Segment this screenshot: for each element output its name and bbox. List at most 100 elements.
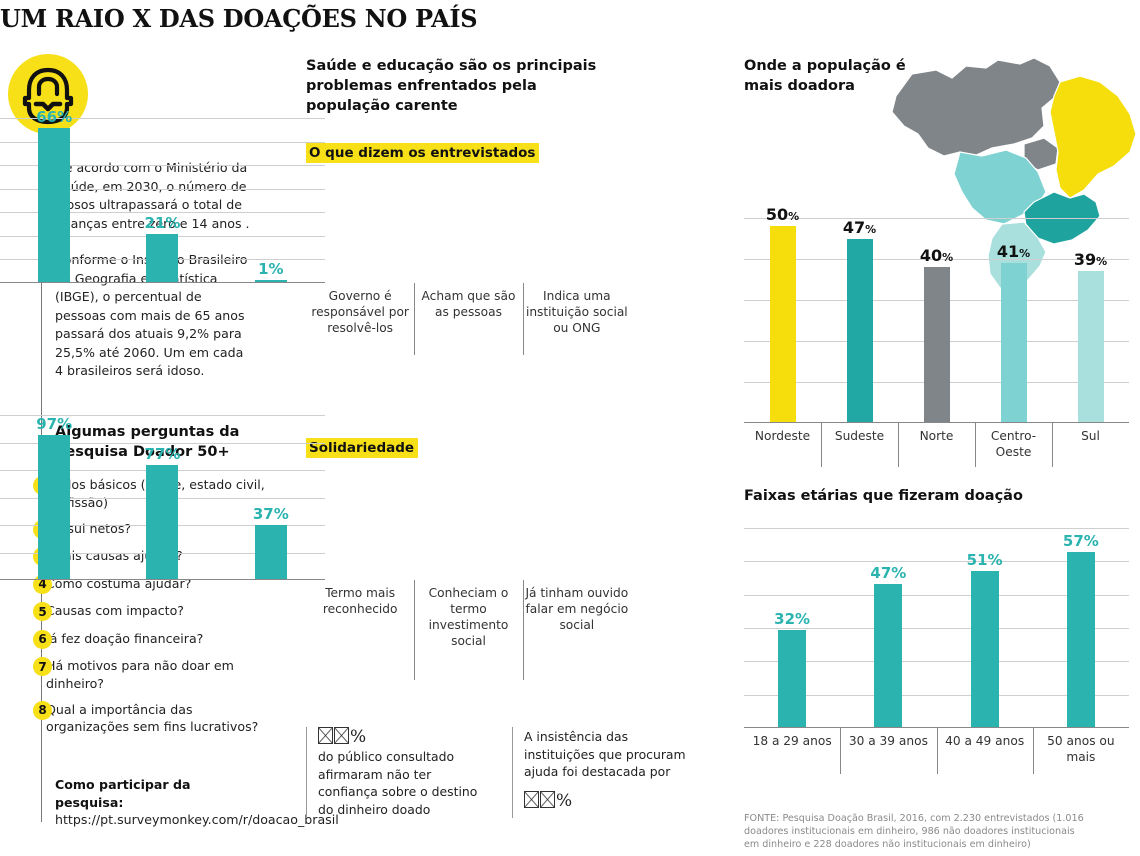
map-region-nordeste [1049, 75, 1137, 199]
bar-slot: 41% [975, 218, 1052, 423]
map-headline: Onde a população é mais doadora [744, 58, 906, 94]
note-confianca: % do público consultado afirmaram não te… [306, 727, 488, 818]
tag-solidariedade: Solidariedade [306, 438, 419, 458]
percent-sign: % [556, 790, 573, 811]
gridline [0, 118, 325, 119]
x-axis-label: Nordeste [754, 429, 811, 443]
intro-paragraph-2: Conforme o Instituto Brasileiro de Geogr… [55, 252, 248, 378]
bar-slot: 66% [0, 108, 108, 283]
note-tofu-percent: % [524, 790, 694, 811]
gridline [0, 212, 325, 214]
tag-o-que-dizem-os-entrevistados: O que dizem os entrevistados [306, 143, 540, 163]
gridline [744, 528, 1129, 529]
gridline [0, 165, 325, 167]
missing-glyph-box-icon [318, 727, 333, 744]
x-axis-label: Já tinham ouvido falar em negócio social [522, 580, 631, 680]
bar-value-label: 1% [258, 260, 284, 279]
bar-value-label: 21% [144, 213, 181, 232]
bar-value-label: 41% [996, 242, 1031, 262]
question-text: Já fez doação financeira? [46, 630, 204, 646]
bar-slot: 32% [744, 528, 840, 728]
bar-value-label: 66% [36, 107, 73, 126]
bar-value-label: 97% [36, 414, 73, 433]
bar: 97% [36, 415, 72, 580]
bar-value-label: 47% [842, 217, 877, 237]
missing-glyph-box-icon [540, 790, 555, 808]
bar: 37% [253, 505, 289, 580]
questions-heading: Algumas perguntas da pesquisa Doador 50+ [55, 424, 240, 460]
gridlines [744, 528, 1129, 728]
xlabels-solidariedade: Termo mais reconhecido Conheciam o termo… [306, 580, 631, 680]
bar-slot: 77% [108, 415, 216, 580]
bars-container: 32% 47% 51% 57% [744, 528, 1129, 728]
bar: 51% [967, 551, 1003, 728]
x-axis-label: Acham que são as pessoas [414, 283, 522, 355]
xlabels-faixas: 18 a 29 anos 30 a 39 anos 40 a 49 anos 5… [744, 728, 1129, 774]
bar-value-label: 37% [252, 504, 289, 523]
gridline [744, 594, 1129, 596]
bar-value-label: 39% [1073, 250, 1108, 270]
chart-regioes: 50% 47% 40% 41% 39% [744, 205, 1129, 423]
percent-sign: % [350, 727, 367, 747]
chart-entrevistados: 66% 21% 1% [0, 108, 325, 283]
bar-value-label: 32% [774, 610, 811, 628]
question-number-badge: 7 [33, 657, 52, 676]
intro-paragraph-1: De acordo com o Ministério da Saúde, em … [55, 160, 250, 231]
bar-slot: 40% [898, 218, 975, 423]
participate-label: Como participar da pesquisa: [55, 777, 191, 810]
participate-block: Como participar da pesquisa: https://pt.… [55, 776, 339, 829]
bar: 41% [997, 242, 1030, 423]
bar-slot: 47% [840, 528, 936, 728]
bar-value-label: 51% [966, 551, 1003, 569]
bar-slot: 97% [0, 415, 108, 580]
question-text: Causas com impacto? [46, 603, 184, 618]
tag-solidariedade-wrap: Solidariedade [306, 437, 419, 458]
gridline [744, 661, 1129, 663]
xlabels-entrevistados: Governo é responsável por resolvê-los Ac… [306, 283, 631, 355]
bar: 21% [145, 214, 180, 283]
question-number-badge: 5 [33, 602, 52, 621]
x-axis-label: Sul [1052, 423, 1129, 467]
x-axis-label: 50 anos ou mais [1032, 728, 1129, 774]
list-item: 7 Há motivos para não doar em dinheiro? [20, 657, 275, 692]
bar: 77% [145, 445, 180, 580]
page-title: UM RAIO X DAS DOAÇÕES NO PAÍS [0, 4, 478, 33]
bar-slot: 37% [217, 415, 325, 580]
bar-value-label: 40% [919, 246, 954, 266]
bar: 66% [36, 108, 72, 283]
list-item: 8 Qual a importância das organizações se… [20, 700, 275, 736]
chart-solidariedade: 97% 77% 37% [0, 415, 325, 580]
note-tofu-percent: % [318, 727, 488, 747]
missing-glyph-box-icon [334, 727, 349, 744]
elderly-person-head-icon [8, 54, 88, 134]
x-axis-label: Centro-Oeste [975, 423, 1052, 467]
bottom-notes-row: % do público consultado afirmaram não te… [306, 727, 696, 818]
bar-value-label: 50% [765, 205, 800, 225]
middle-headline: Saúde e educação são os principais probl… [306, 58, 597, 114]
list-item: 5 Causas com impacto? [20, 602, 275, 621]
x-axis [744, 422, 1129, 423]
bar: 47% [870, 564, 906, 728]
chart-faixas: 32% 47% 51% 57% [744, 528, 1129, 728]
question-number-badge: 8 [33, 700, 52, 720]
gridline [744, 561, 1129, 563]
bar-slot: 47% [821, 218, 898, 423]
x-axis-label: Indica uma instituição social ou ONG [522, 283, 631, 355]
gridline [0, 188, 325, 190]
bar-slot: 39% [1052, 218, 1129, 423]
question-number-badge: 6 [33, 629, 52, 649]
x-axis-label: Termo mais reconhecido [322, 586, 398, 616]
gridline [0, 415, 325, 416]
x-axis-label: Governo é responsável por resolvê-los [311, 289, 409, 335]
middle-column: Saúde e educação são os principais probl… [306, 56, 696, 856]
bars-container: 66% 21% 1% [0, 108, 325, 283]
note-body: A insistência das instituições que procu… [524, 729, 686, 779]
question-text: Há motivos para não doar em dinheiro? [46, 658, 234, 691]
bar-value-label: 77% [144, 444, 181, 463]
bar-value-label: 57% [1062, 532, 1099, 550]
x-axis [0, 579, 325, 580]
survey-url[interactable]: https://pt.surveymonkey.com/r/doacao_bra… [55, 812, 339, 827]
left-column: De acordo com o Ministério da Saúde, em … [0, 54, 339, 854]
gridline [0, 442, 325, 444]
bar-slot: 57% [1033, 528, 1129, 728]
